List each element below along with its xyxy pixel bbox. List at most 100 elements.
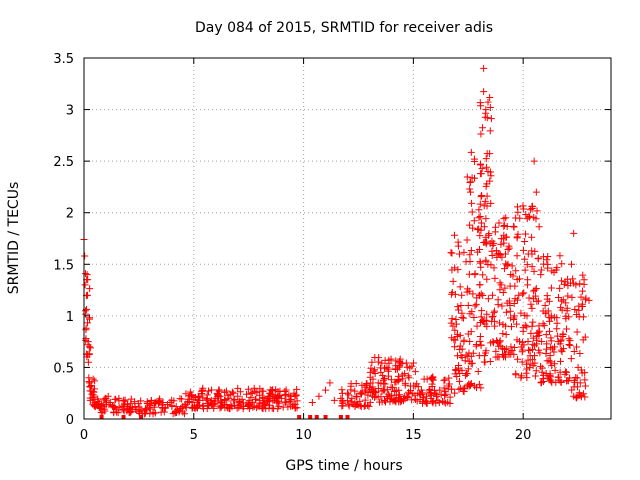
data-point bbox=[512, 370, 520, 378]
data-point bbox=[390, 396, 398, 404]
data-point bbox=[525, 212, 533, 220]
data-point bbox=[510, 343, 518, 351]
data-point bbox=[463, 288, 471, 296]
data-point bbox=[480, 88, 488, 96]
data-point bbox=[466, 188, 474, 196]
data-point bbox=[502, 322, 510, 330]
data-point bbox=[247, 393, 255, 401]
data-point bbox=[564, 377, 572, 385]
data-point bbox=[556, 357, 564, 365]
data-point bbox=[500, 215, 508, 223]
data-point bbox=[379, 372, 387, 380]
data-point bbox=[579, 271, 587, 279]
data-point bbox=[474, 367, 482, 375]
data-point bbox=[477, 219, 485, 227]
data-point bbox=[451, 389, 459, 397]
data-point bbox=[261, 401, 269, 409]
data-point bbox=[190, 395, 198, 403]
data-point bbox=[487, 199, 495, 207]
data-point bbox=[500, 222, 508, 230]
data-point bbox=[527, 329, 535, 337]
data-point bbox=[357, 390, 365, 398]
data-point bbox=[229, 389, 237, 397]
data-point bbox=[466, 251, 474, 259]
data-point bbox=[454, 303, 462, 311]
data-point bbox=[125, 408, 133, 416]
data-point bbox=[489, 312, 497, 320]
axis-ticks: 0 0.5 1 1.5 2 2.5 3 3.5 0 5 10 15 20 bbox=[53, 52, 611, 443]
data-point bbox=[473, 322, 481, 330]
data-point bbox=[124, 405, 132, 413]
data-point bbox=[505, 244, 513, 252]
data-point bbox=[482, 347, 490, 355]
data-point bbox=[475, 206, 483, 214]
data-point bbox=[414, 389, 422, 397]
data-point bbox=[554, 293, 562, 301]
data-point bbox=[374, 379, 382, 387]
data-point bbox=[199, 402, 207, 410]
data-point bbox=[81, 270, 89, 278]
data-point bbox=[353, 393, 361, 401]
data-point bbox=[82, 307, 90, 315]
data-point bbox=[84, 291, 92, 299]
data-point bbox=[492, 353, 500, 361]
data-point bbox=[471, 302, 479, 310]
data-point bbox=[523, 323, 531, 331]
data-point bbox=[394, 377, 402, 385]
data-point bbox=[146, 402, 154, 410]
data-point bbox=[366, 398, 374, 406]
data-point bbox=[274, 388, 282, 396]
data-point bbox=[573, 328, 581, 336]
data-point bbox=[159, 398, 167, 406]
data-point bbox=[244, 385, 252, 393]
data-point bbox=[481, 197, 489, 205]
data-point bbox=[181, 401, 189, 409]
data-point bbox=[523, 365, 531, 373]
data-point bbox=[470, 314, 478, 322]
data-point bbox=[558, 277, 566, 285]
data-point bbox=[544, 264, 552, 272]
data-point bbox=[540, 260, 548, 268]
data-point bbox=[89, 375, 97, 383]
data-point bbox=[120, 403, 128, 411]
data-point bbox=[513, 234, 521, 242]
data-point bbox=[468, 199, 476, 207]
data-point bbox=[494, 301, 502, 309]
data-point bbox=[507, 323, 515, 331]
data-point bbox=[522, 369, 530, 377]
data-point bbox=[476, 332, 484, 340]
data-point bbox=[462, 351, 470, 359]
data-point bbox=[544, 307, 552, 315]
data-point bbox=[345, 391, 353, 399]
data-point bbox=[468, 359, 476, 367]
data-point bbox=[428, 380, 436, 388]
data-point bbox=[182, 390, 190, 398]
data-point bbox=[526, 360, 534, 368]
data-point bbox=[538, 378, 546, 386]
data-point bbox=[234, 392, 242, 400]
data-point bbox=[450, 336, 458, 344]
data-point bbox=[392, 357, 400, 365]
data-point bbox=[456, 342, 464, 350]
data-point bbox=[579, 336, 587, 344]
data-point bbox=[175, 408, 183, 416]
data-point bbox=[137, 407, 145, 415]
data-point bbox=[217, 398, 225, 406]
data-point bbox=[278, 394, 286, 402]
data-point bbox=[554, 373, 562, 381]
data-point bbox=[521, 266, 529, 274]
data-point bbox=[572, 281, 580, 289]
data-point bbox=[199, 387, 207, 395]
data-point bbox=[488, 291, 496, 299]
data-point bbox=[402, 359, 410, 367]
data-point bbox=[501, 284, 509, 292]
data-point bbox=[210, 404, 218, 412]
data-point bbox=[157, 408, 165, 416]
data-point bbox=[462, 371, 470, 379]
data-point bbox=[530, 267, 538, 275]
data-point bbox=[486, 357, 494, 365]
data-point bbox=[86, 285, 94, 293]
data-point bbox=[455, 377, 463, 385]
data-point bbox=[467, 352, 475, 360]
data-point bbox=[112, 395, 120, 403]
